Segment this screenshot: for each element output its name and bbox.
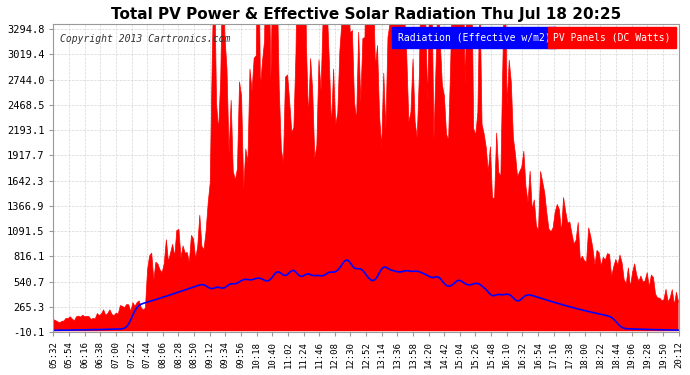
Legend: Radiation (Effective w/m2), PV Panels (DC Watts): Radiation (Effective w/m2), PV Panels (D… — [392, 29, 673, 45]
Title: Total PV Power & Effective Solar Radiation Thu Jul 18 20:25: Total PV Power & Effective Solar Radiati… — [111, 7, 621, 22]
Text: Copyright 2013 Cartronics.com: Copyright 2013 Cartronics.com — [60, 34, 230, 44]
